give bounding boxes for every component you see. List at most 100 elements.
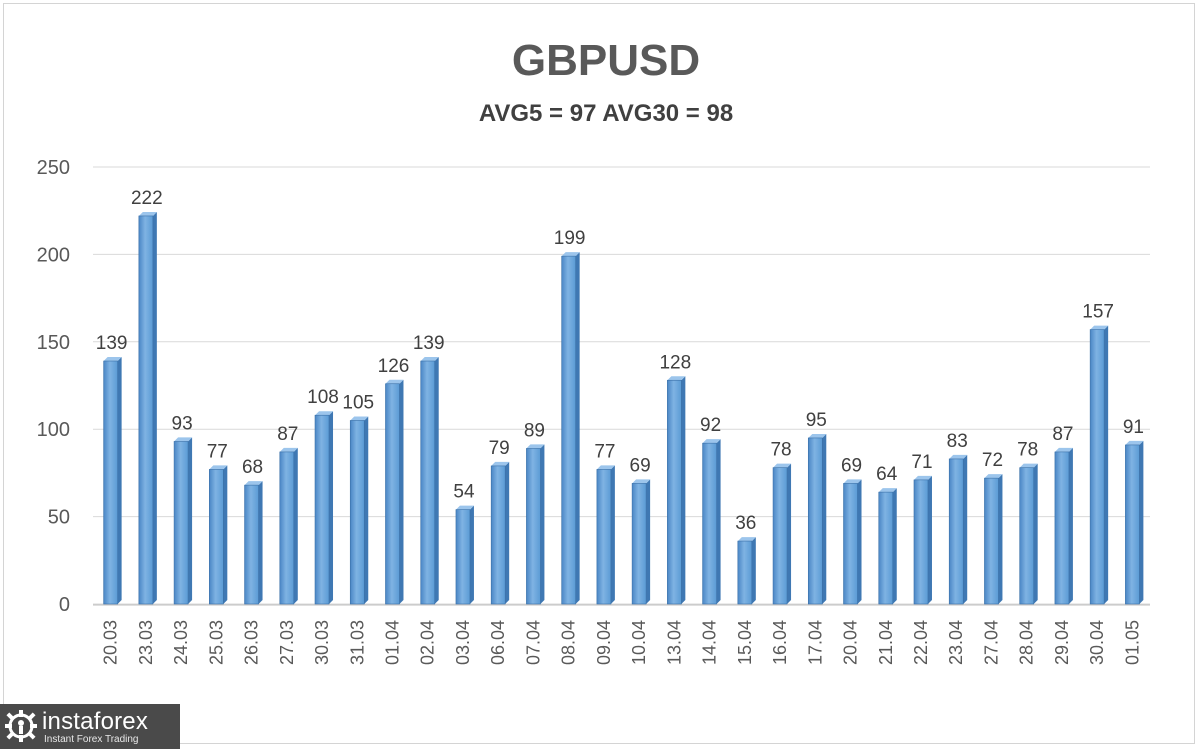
y-tick-label: 200 [37,244,70,266]
chart-frame [3,3,1195,744]
bar-top [596,465,615,470]
x-tick-label: 23.03 [136,620,156,665]
chart-title: GBPUSD [511,36,701,85]
data-label: 78 [1017,440,1038,461]
bar-side [646,479,651,604]
x-tick-label: 31.03 [347,620,367,665]
data-label: 157 [1082,302,1114,323]
bar-side [751,537,756,604]
bar-side [399,379,404,604]
bar [490,465,506,605]
bar [667,379,682,605]
x-tick-label: 24.03 [171,620,191,665]
bar-side [822,433,827,604]
x-tick-label: 14.04 [700,620,720,665]
bar-side [434,357,439,604]
bar-side [892,488,897,604]
brand-name: instaforex [42,708,149,735]
bar [913,479,929,605]
x-tick-label: 30.03 [312,620,332,665]
bar-top [1125,440,1144,445]
data-label: 108 [307,387,339,408]
bar-top [526,444,545,449]
bar [948,458,964,605]
bar-top [1054,447,1073,452]
gridlines [93,166,1150,605]
bar-side [258,481,263,604]
x-tick-label: 20.04 [841,620,861,665]
bar-side [1033,463,1038,604]
bar-top [385,379,404,384]
x-tick-label: 23.04 [946,620,966,665]
y-tick-label: 0 [59,594,70,616]
x-tick-label: 13.04 [664,620,684,665]
y-tick-label: 50 [48,507,70,529]
bar-top [632,479,651,484]
bar-side [364,416,369,604]
bar-side [505,461,510,604]
y-axis: 0 50 100 150 200 250 [37,157,1150,616]
bar-top [315,411,334,416]
bar-side [223,465,228,604]
bar-top [913,475,932,480]
bar-top [491,461,510,466]
bar-top [1090,325,1109,330]
data-label: 199 [554,228,586,249]
x-tick-label: 22.04 [911,620,931,665]
bar [878,491,894,605]
data-label: 87 [277,424,298,445]
data-label: 71 [911,452,932,473]
x-tick-label: 29.04 [1052,620,1072,665]
data-label: 139 [413,333,445,354]
bar [138,215,154,605]
data-label: 79 [489,438,510,459]
bar-side [998,474,1003,604]
x-tick-label: 01.05 [1122,620,1142,665]
x-tick-label: 25.03 [206,620,226,665]
bar-top [561,252,580,257]
bar [279,451,295,605]
x-tick-label: 01.04 [382,620,402,665]
x-tick-label: 27.04 [981,620,1001,665]
x-tick-label: 06.04 [488,620,508,665]
bar [596,469,612,605]
x-tick-label: 08.04 [559,620,579,665]
y-tick-label: 100 [37,419,70,441]
bar-side [152,211,157,604]
data-label: 68 [242,457,263,478]
bar-top [420,357,439,362]
data-label: 36 [735,513,756,534]
bar [385,383,400,605]
bar-top [1019,463,1038,468]
bar [209,469,224,605]
data-label: 89 [524,420,545,441]
x-tick-label: 09.04 [594,620,614,665]
bar-side [927,475,932,604]
x-axis: 20.03 23.03 24.03 25.03 26.03 27.03 30.03 31.03… [101,620,1143,665]
bar-top [878,488,897,493]
bar-top [209,465,228,470]
bar-side [188,437,193,604]
x-tick-label: 27.03 [277,620,297,665]
bar [843,483,858,605]
bar [772,467,788,605]
bar [631,483,647,605]
x-tick-label: 28.04 [1017,620,1037,665]
bar-side [610,465,615,604]
bar [173,441,189,605]
bar-top [737,537,756,542]
data-label: 95 [806,410,827,431]
bar-top [138,211,157,216]
data-label: 91 [1123,417,1144,438]
x-tick-label: 26.03 [242,620,262,665]
gear-logo-icon [5,710,37,742]
bar [349,420,365,605]
data-label: 64 [876,464,898,485]
bar [526,448,541,605]
data-label: 69 [630,455,651,476]
data-label: 222 [131,188,163,209]
bar-side [787,463,792,604]
x-tick-label: 10.04 [629,620,649,665]
bar-side [575,252,580,604]
